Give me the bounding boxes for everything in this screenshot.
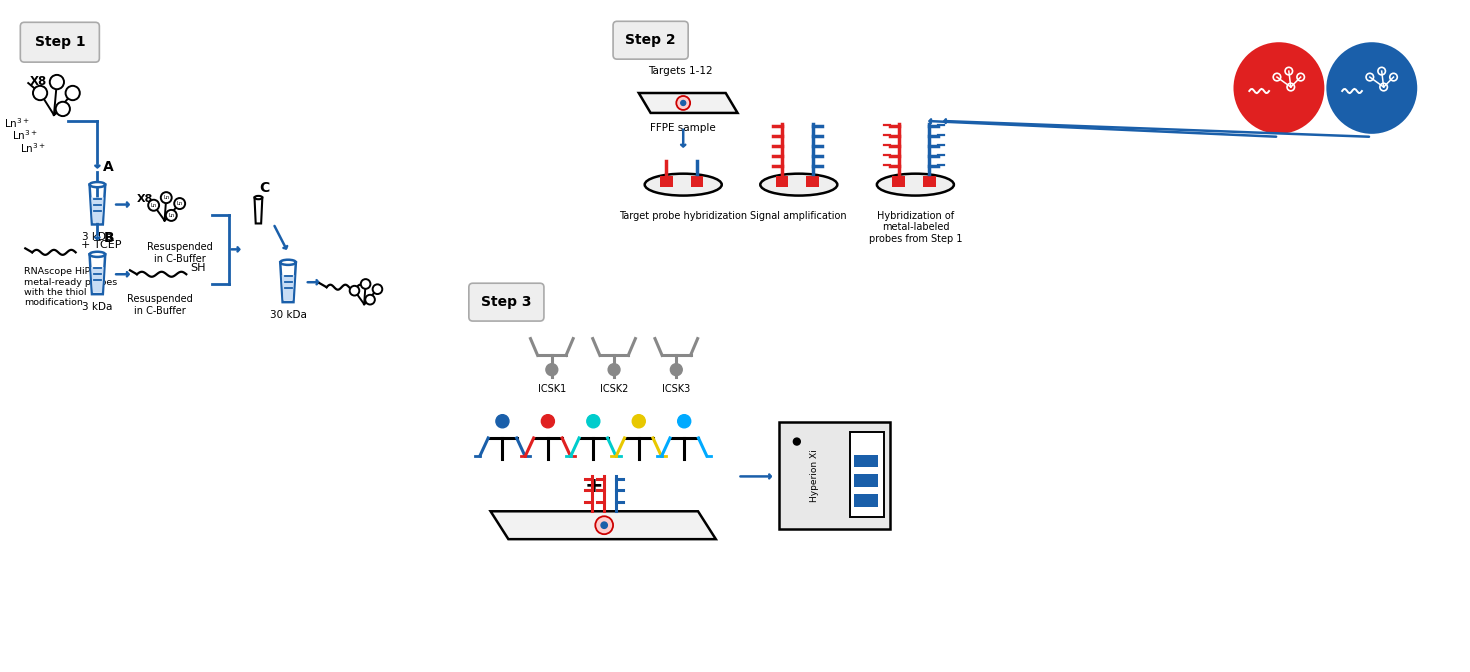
Circle shape [373, 284, 382, 294]
Circle shape [794, 438, 800, 445]
Circle shape [160, 192, 172, 203]
Text: RNAscope HiPlex
metal-ready probes
with the thiol
modification: RNAscope HiPlex metal-ready probes with … [25, 267, 118, 308]
Bar [779, 421, 889, 529]
Ellipse shape [760, 173, 838, 196]
Circle shape [32, 86, 47, 100]
Circle shape [676, 96, 689, 110]
Circle shape [541, 415, 554, 428]
Text: Targets 1-12: Targets 1-12 [648, 66, 713, 76]
Circle shape [609, 364, 620, 376]
Circle shape [670, 364, 682, 376]
Text: Step 3: Step 3 [481, 295, 532, 309]
Text: A: A [103, 160, 115, 173]
Polygon shape [639, 93, 738, 113]
Ellipse shape [281, 259, 295, 265]
Bar [806, 175, 819, 187]
Circle shape [50, 75, 65, 89]
Ellipse shape [645, 173, 722, 196]
Ellipse shape [90, 252, 106, 257]
FancyBboxPatch shape [469, 283, 544, 321]
Circle shape [678, 415, 691, 428]
Polygon shape [90, 254, 106, 294]
Text: Step 1: Step 1 [34, 35, 85, 49]
Text: + TCEP: + TCEP [81, 241, 121, 251]
Polygon shape [91, 198, 104, 223]
Bar [854, 474, 878, 487]
Text: 3 kDa: 3 kDa [82, 233, 113, 243]
Circle shape [681, 101, 685, 106]
Circle shape [175, 198, 185, 209]
Bar [854, 454, 878, 468]
Text: Ln$^{3+}$: Ln$^{3+}$ [21, 141, 46, 155]
Circle shape [56, 101, 71, 116]
FancyBboxPatch shape [21, 22, 100, 62]
Text: SH: SH [190, 263, 206, 274]
Circle shape [350, 286, 359, 296]
Text: Hybridization of
metal-labeled
probes from Step 1: Hybridization of metal-labeled probes fr… [869, 210, 963, 244]
Circle shape [360, 279, 370, 289]
Text: ICSK2: ICSK2 [600, 384, 628, 394]
Ellipse shape [876, 173, 954, 196]
Text: Ln: Ln [150, 203, 157, 208]
Text: ZZ: ZZ [806, 177, 819, 185]
Text: C: C [259, 181, 269, 195]
Circle shape [632, 415, 645, 428]
Polygon shape [91, 267, 104, 292]
Polygon shape [282, 275, 294, 300]
Text: ZZ: ZZ [923, 177, 936, 185]
FancyBboxPatch shape [613, 22, 688, 59]
Circle shape [1233, 42, 1324, 134]
Circle shape [545, 364, 557, 376]
Bar [776, 175, 788, 187]
Text: ZZ: ZZ [660, 177, 673, 185]
Bar [854, 495, 878, 507]
Polygon shape [254, 198, 262, 224]
Polygon shape [281, 262, 295, 302]
Text: Ln: Ln [176, 201, 182, 206]
Polygon shape [90, 185, 106, 224]
Text: Target probe hybridization: Target probe hybridization [619, 210, 747, 220]
Bar [660, 175, 673, 187]
Polygon shape [491, 511, 716, 539]
Text: Ln$^{3+}$: Ln$^{3+}$ [12, 128, 38, 142]
Circle shape [595, 516, 613, 534]
Text: 30 kDa: 30 kDa [269, 310, 306, 320]
Text: Resuspended
in C-Buffer: Resuspended in C-Buffer [126, 294, 193, 316]
Circle shape [66, 86, 79, 100]
Bar [850, 431, 883, 517]
Circle shape [166, 210, 176, 221]
Text: Ln: Ln [168, 213, 175, 218]
Text: ICSK1: ICSK1 [538, 384, 566, 394]
Text: X8: X8 [29, 75, 47, 87]
Text: Signal amplification: Signal amplification [751, 210, 847, 220]
Circle shape [148, 200, 159, 211]
Text: Ln: Ln [163, 195, 169, 200]
Text: ZZ: ZZ [776, 177, 788, 185]
Text: ICSK3: ICSK3 [662, 384, 691, 394]
Text: Resuspended
in C-Buffer: Resuspended in C-Buffer [147, 243, 212, 264]
Text: Hyperion Xi: Hyperion Xi [810, 449, 819, 502]
Bar [892, 175, 906, 187]
Text: ZZ: ZZ [691, 177, 704, 185]
Text: B: B [103, 231, 115, 245]
Circle shape [587, 415, 600, 428]
Bar [691, 175, 704, 187]
Ellipse shape [90, 182, 106, 187]
Text: FFPE sample: FFPE sample [650, 123, 716, 133]
Circle shape [601, 522, 607, 528]
Text: +: + [585, 476, 604, 497]
Text: Ln$^{3+}$: Ln$^{3+}$ [4, 116, 31, 130]
Text: ZZ: ZZ [892, 177, 906, 185]
Text: 3 kDa: 3 kDa [82, 302, 113, 312]
Circle shape [365, 295, 375, 304]
Text: X8: X8 [137, 194, 153, 204]
Circle shape [1326, 42, 1417, 134]
Ellipse shape [254, 196, 262, 200]
Text: Step 2: Step 2 [625, 33, 676, 47]
Bar [923, 175, 935, 187]
Circle shape [495, 415, 509, 428]
